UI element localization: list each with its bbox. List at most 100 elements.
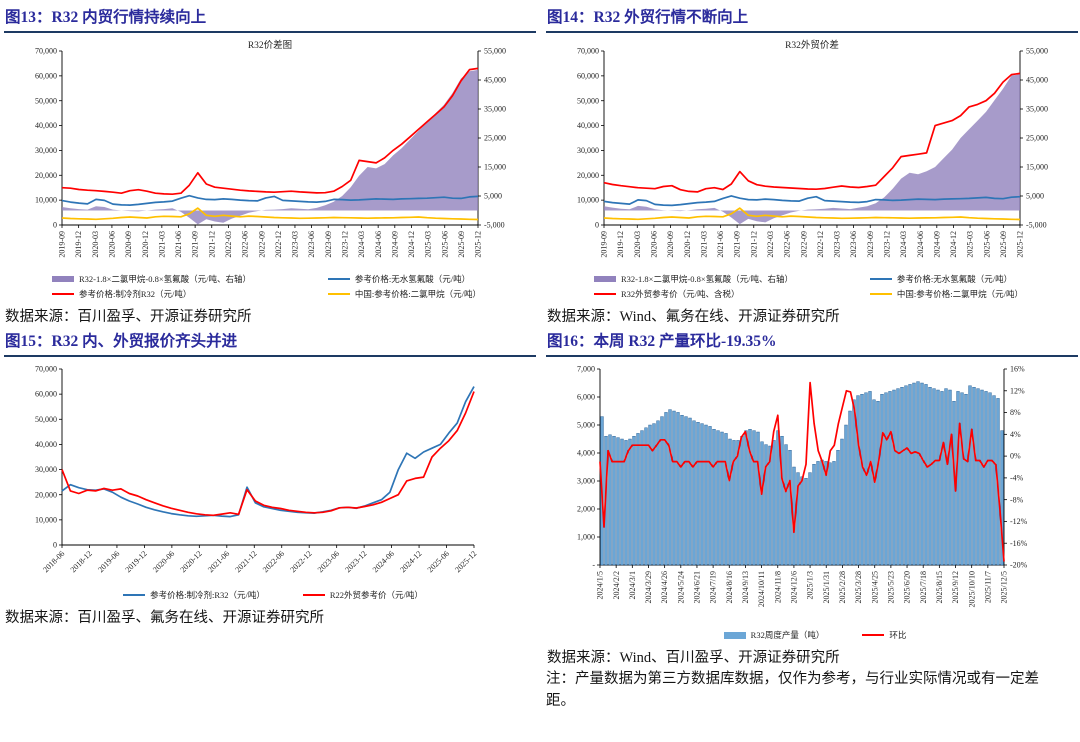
svg-text:2020-12: 2020-12 (179, 549, 204, 574)
legend-swatch (302, 594, 325, 596)
svg-text:-12%: -12% (1010, 517, 1028, 526)
svg-text:2019-09: 2019-09 (58, 231, 67, 258)
svg-text:5,000: 5,000 (577, 421, 595, 430)
svg-text:2024/4/26: 2024/4/26 (660, 571, 669, 603)
legend-item: 参考价格:无水氢氟酸（元/吨） (327, 273, 536, 285)
legend-item: R32-1.8×二氯甲烷-0.8×氢氟酸（元/吨、右轴） (52, 273, 328, 285)
svg-text:4%: 4% (1010, 430, 1021, 439)
figure15-header: 图15：R32 内、外贸报价齐头并进 (4, 328, 536, 357)
svg-text:5,000: 5,000 (1026, 192, 1044, 201)
svg-text:2025-12: 2025-12 (1016, 231, 1025, 258)
figure16-chart: - 1,000 2,000 3,000 4,000 5,000 6,000 7,000 -20%… (546, 361, 1078, 641)
svg-text:2024-12: 2024-12 (949, 231, 958, 258)
svg-text:35,000: 35,000 (484, 105, 506, 114)
svg-text:2025-06: 2025-06 (426, 549, 451, 574)
legend-swatch (52, 293, 74, 295)
legend-label: 参考价格:制冷剂:R32（元/吨） (150, 590, 265, 600)
figure15-svg: 0 10,000 20,000 30,000 40,000 50,000 60,000 70,… (35, 365, 478, 575)
svg-text:15,000: 15,000 (1026, 163, 1048, 172)
legend-swatch (862, 634, 885, 636)
legend-label: R32-1.8×二氯甲烷-0.8×氢氟酸（元/吨、右轴） (621, 274, 794, 284)
svg-text:2025/12/5: 2025/12/5 (1000, 571, 1009, 603)
figure13-panel: 图13：R32 内贸行情持续向上 0 10,000 20,000 30,000 40,0… (2, 2, 538, 326)
figure15-panel: 图15：R32 内、外贸报价齐头并进 0 10,000 20,000 30,000 40… (2, 326, 538, 713)
svg-text:2020-09: 2020-09 (124, 231, 133, 258)
svg-text:2025/2/28: 2025/2/28 (838, 571, 847, 603)
svg-text:2025-09: 2025-09 (457, 231, 466, 258)
svg-text:40,000: 40,000 (577, 121, 599, 130)
svg-text:15,000: 15,000 (484, 163, 506, 172)
svg-text:2020-06: 2020-06 (151, 549, 176, 574)
svg-text:2022-03: 2022-03 (766, 231, 775, 258)
svg-text:55,000: 55,000 (1026, 47, 1048, 56)
figure14-legend: R32-1.8×二氯甲烷-0.8×氢氟酸（元/吨、右轴） 参考价格:无水氢氟酸（元… (552, 273, 1078, 300)
svg-text:2020-06: 2020-06 (650, 231, 659, 258)
svg-text:2025/10/10: 2025/10/10 (967, 571, 976, 607)
legend-swatch (869, 278, 892, 280)
svg-text:40,000: 40,000 (35, 440, 57, 449)
svg-text:-16%: -16% (1010, 539, 1028, 548)
svg-text:3,000: 3,000 (577, 477, 595, 486)
svg-text:2025/6/20: 2025/6/20 (903, 571, 912, 603)
svg-text:50,000: 50,000 (577, 96, 599, 105)
svg-text:70,000: 70,000 (577, 47, 599, 56)
figure13-svg: 0 10,000 20,000 30,000 40,000 50,000 60,000 70,… (35, 39, 506, 258)
figure13-source: 数据来源：百川盈孚、开源证券研究所 (5, 309, 252, 325)
svg-text:2025-06: 2025-06 (440, 231, 449, 258)
svg-text:2019-09: 2019-09 (600, 231, 609, 258)
svg-text:2023-12: 2023-12 (882, 231, 891, 258)
svg-text:2025-03: 2025-03 (424, 231, 433, 258)
svg-text:2023-12: 2023-12 (343, 549, 368, 574)
legend-item: R32外贸参考价（元/吨、含税） (594, 288, 870, 300)
svg-text:2025/5/23: 2025/5/23 (886, 571, 895, 603)
svg-text:2025-03: 2025-03 (966, 231, 975, 258)
svg-text:2023-09: 2023-09 (866, 231, 875, 258)
svg-text:8%: 8% (1010, 408, 1021, 417)
legend-swatch (594, 276, 616, 282)
svg-text:12%: 12% (1010, 386, 1025, 395)
svg-text:-20%: -20% (1010, 561, 1028, 570)
svg-text:2022-03: 2022-03 (224, 231, 233, 258)
svg-text:2,000: 2,000 (577, 505, 595, 514)
svg-text:16%: 16% (1010, 365, 1025, 374)
svg-text:2022-09: 2022-09 (799, 231, 808, 258)
svg-text:0: 0 (595, 221, 599, 230)
svg-text:2025/7/18: 2025/7/18 (919, 571, 928, 603)
legend-swatch (723, 631, 746, 639)
svg-text:2023-06: 2023-06 (316, 549, 341, 574)
legend-item: R22外贸参考价（元/吨） (302, 589, 423, 601)
svg-text:5,000: 5,000 (484, 192, 502, 201)
svg-text:2020-12: 2020-12 (683, 231, 692, 258)
svg-text:2022-06: 2022-06 (261, 549, 286, 574)
svg-text:2019-12: 2019-12 (616, 231, 625, 258)
svg-text:60,000: 60,000 (35, 390, 57, 399)
figure15-chart: 0 10,000 20,000 30,000 40,000 50,000 60,000 70,… (4, 361, 536, 601)
svg-text:2024-06: 2024-06 (374, 231, 383, 258)
svg-text:2019-06: 2019-06 (96, 549, 121, 574)
svg-text:2023-12: 2023-12 (340, 231, 349, 258)
figure15-source: 数据来源：百川盈孚、氟务在线、开源证券研究所 (5, 610, 324, 626)
svg-text:2022-12: 2022-12 (274, 231, 283, 258)
svg-text:2024-09: 2024-09 (932, 231, 941, 258)
svg-text:2024-03: 2024-03 (899, 231, 908, 258)
legend-swatch (327, 293, 350, 295)
svg-text:2022-06: 2022-06 (783, 231, 792, 258)
svg-text:60,000: 60,000 (577, 71, 599, 80)
svg-text:2023-06: 2023-06 (849, 231, 858, 258)
svg-text:45,000: 45,000 (1026, 76, 1048, 85)
svg-text:2021-12: 2021-12 (749, 231, 758, 258)
svg-text:2025-12: 2025-12 (453, 549, 478, 574)
figure16-source: 数据来源：Wind、百川盈孚、开源证券研究所 (547, 650, 840, 666)
legend-label: 中国:参考价格:二氯甲烷（元/吨） (354, 289, 481, 299)
svg-text:2023-09: 2023-09 (324, 231, 333, 258)
svg-text:2021-12: 2021-12 (207, 231, 216, 258)
legend-item: 参考价格:制冷剂R32（元/吨） (52, 288, 328, 300)
svg-text:2023-06: 2023-06 (307, 231, 316, 258)
svg-text:2024/3/1: 2024/3/1 (628, 571, 637, 599)
svg-text:0: 0 (53, 221, 57, 230)
svg-text:-8%: -8% (1010, 495, 1024, 504)
svg-text:2024/12/6: 2024/12/6 (790, 571, 799, 603)
svg-text:2025-12: 2025-12 (474, 231, 483, 258)
legend-label: 参考价格:无水氢氟酸（元/吨） (354, 274, 471, 284)
figure13-chart: 0 10,000 20,000 30,000 40,000 50,000 60,000 70,… (4, 37, 536, 300)
